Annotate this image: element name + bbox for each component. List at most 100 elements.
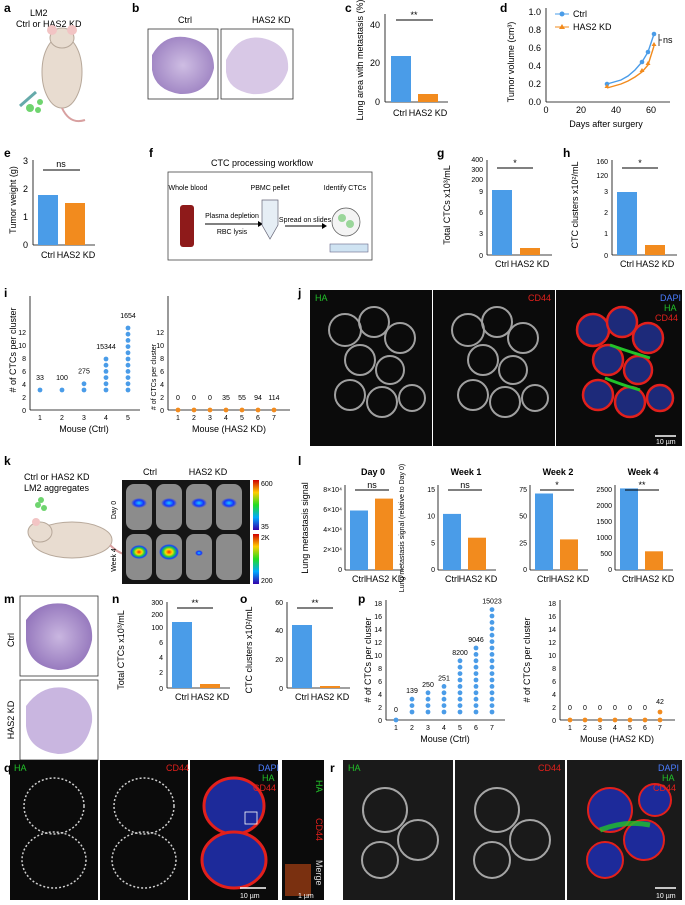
cluster-dot [103,381,109,387]
panel-label-m: m [4,592,15,606]
cluster-count: 0 [176,395,180,402]
cluster-dot [125,344,131,349]
cluster-dot [125,325,131,331]
mouse-index: 4 [613,725,617,732]
ytick: 5 [431,540,435,547]
label-cd44: CD44 [538,763,561,773]
panel-label-g: g [437,146,444,160]
bar-ctrl [292,625,312,688]
bar-kd [645,551,663,570]
label-cd44-merge: CD44 [655,313,678,323]
ytick: 15 [427,487,435,494]
cluster-dot [489,652,495,657]
ytick: 120 [596,173,608,180]
cluster-dot [627,717,633,723]
mouse-index: 4 [442,725,446,732]
panel-a-line1: LM2 [30,8,48,18]
bar-ctrl [38,195,58,245]
ytick: 0.2 [528,79,541,89]
panel-h-ylabel: CTC clusters x10²/mL [570,161,580,248]
ytick: 20 [275,657,283,664]
cluster-dot [441,684,447,689]
cluster-dot [425,703,431,708]
ytick: 10 [156,343,164,350]
cluster-count: 0 [568,705,572,712]
ytick: 3 [23,156,28,166]
ytick: 400 [471,157,483,164]
bar-ctrl [492,190,512,255]
label-ha: HA [348,763,361,773]
cluster-dot [239,407,245,413]
xtick: HAS2 KD [636,574,675,584]
bar-kd [65,203,85,245]
cluster-count: 0 [613,705,617,712]
panel-i-xlabel-kd: Mouse (HAS2 KD) [192,424,266,434]
panel-q: q HA CD44 DAPI HA CD44 HA CD44 Merge 10 … [4,760,324,900]
xtick: Ctrl [393,108,407,118]
ytick: 4 [159,655,163,662]
lung-section-kd [226,37,289,95]
cluster-dot [582,717,588,723]
cluster-count: 15344 [96,344,116,351]
panel-m: m Ctrl HAS2 KD [4,592,99,761]
ytick: 6 [22,369,26,376]
scale-bar-label: 10 µm [656,893,676,900]
cluster-dot [489,696,495,702]
panel-k-ctrl: Ctrl [143,467,157,477]
panel-i-xlabel-ctrl: Mouse (Ctrl) [59,424,109,434]
sig-marker: * [513,158,517,168]
ytick: 0 [279,686,283,693]
cluster-dot [409,709,415,715]
panel-label-f: f [149,146,154,160]
ytick: 75 [519,487,527,494]
cluster-count: 42 [656,699,664,706]
ytick: 4 [22,382,26,389]
sig-marker: ns [663,35,673,45]
label-dapi: DAPI [660,293,681,303]
label-dapi: DAPI [258,763,279,773]
ytick: 50 [519,514,527,521]
label-ha: HA [315,293,328,303]
panel-o-ylabel: CTC clusters x10²/mL [244,606,254,693]
cluster-dot [489,690,495,696]
cluster-dot [457,696,463,702]
cluster-dot [441,696,447,702]
xtick: HAS2 KD [311,692,350,702]
cluster-count: 0 [628,705,632,712]
cluster-count: 15023 [482,599,502,606]
image-j-cd44 [433,290,555,446]
label-cd44-merge: CD44 [253,783,276,793]
panel-k-line1: Ctrl or HAS2 KD [24,472,90,482]
zoom-label-cd44: CD44 [314,818,324,841]
workflow-box [167,171,373,261]
cluster-dot [103,369,109,374]
mouse-index: 3 [426,725,430,732]
cluster-dot [125,375,131,380]
mouse-illustration [19,25,86,123]
panel-d-xlabel: Days after surgery [569,119,643,129]
label-cd44: CD44 [166,763,189,773]
cluster-dot [489,703,495,708]
cluster-dot [103,375,109,380]
cluster-dot [473,696,479,702]
cluster-dot [473,709,479,715]
panel-k-week4: Week 4 [111,548,118,572]
workflow-step-2: PBMC pellet [251,185,290,192]
cluster-dot [125,381,131,387]
xtick: Ctrl [445,574,459,584]
ytick: 4 [378,692,382,699]
tube-icon [261,199,279,240]
ytick: 6 [159,640,163,647]
label-dapi: DAPI [658,763,679,773]
xtick: HAS2 KD [459,574,498,584]
colorbar-min-2: 200 [261,578,273,585]
bar-ctrl [620,488,638,570]
cluster-count: 8200 [452,650,468,657]
cluster-dot [255,407,261,413]
colorbar-min-1: 35 [261,524,269,531]
cluster-count: 100 [56,375,68,382]
cluster-count: 114 [268,395,279,402]
ytick: 12 [548,640,556,647]
cluster-count: 250 [422,682,434,689]
cluster-count: 0 [192,395,196,402]
